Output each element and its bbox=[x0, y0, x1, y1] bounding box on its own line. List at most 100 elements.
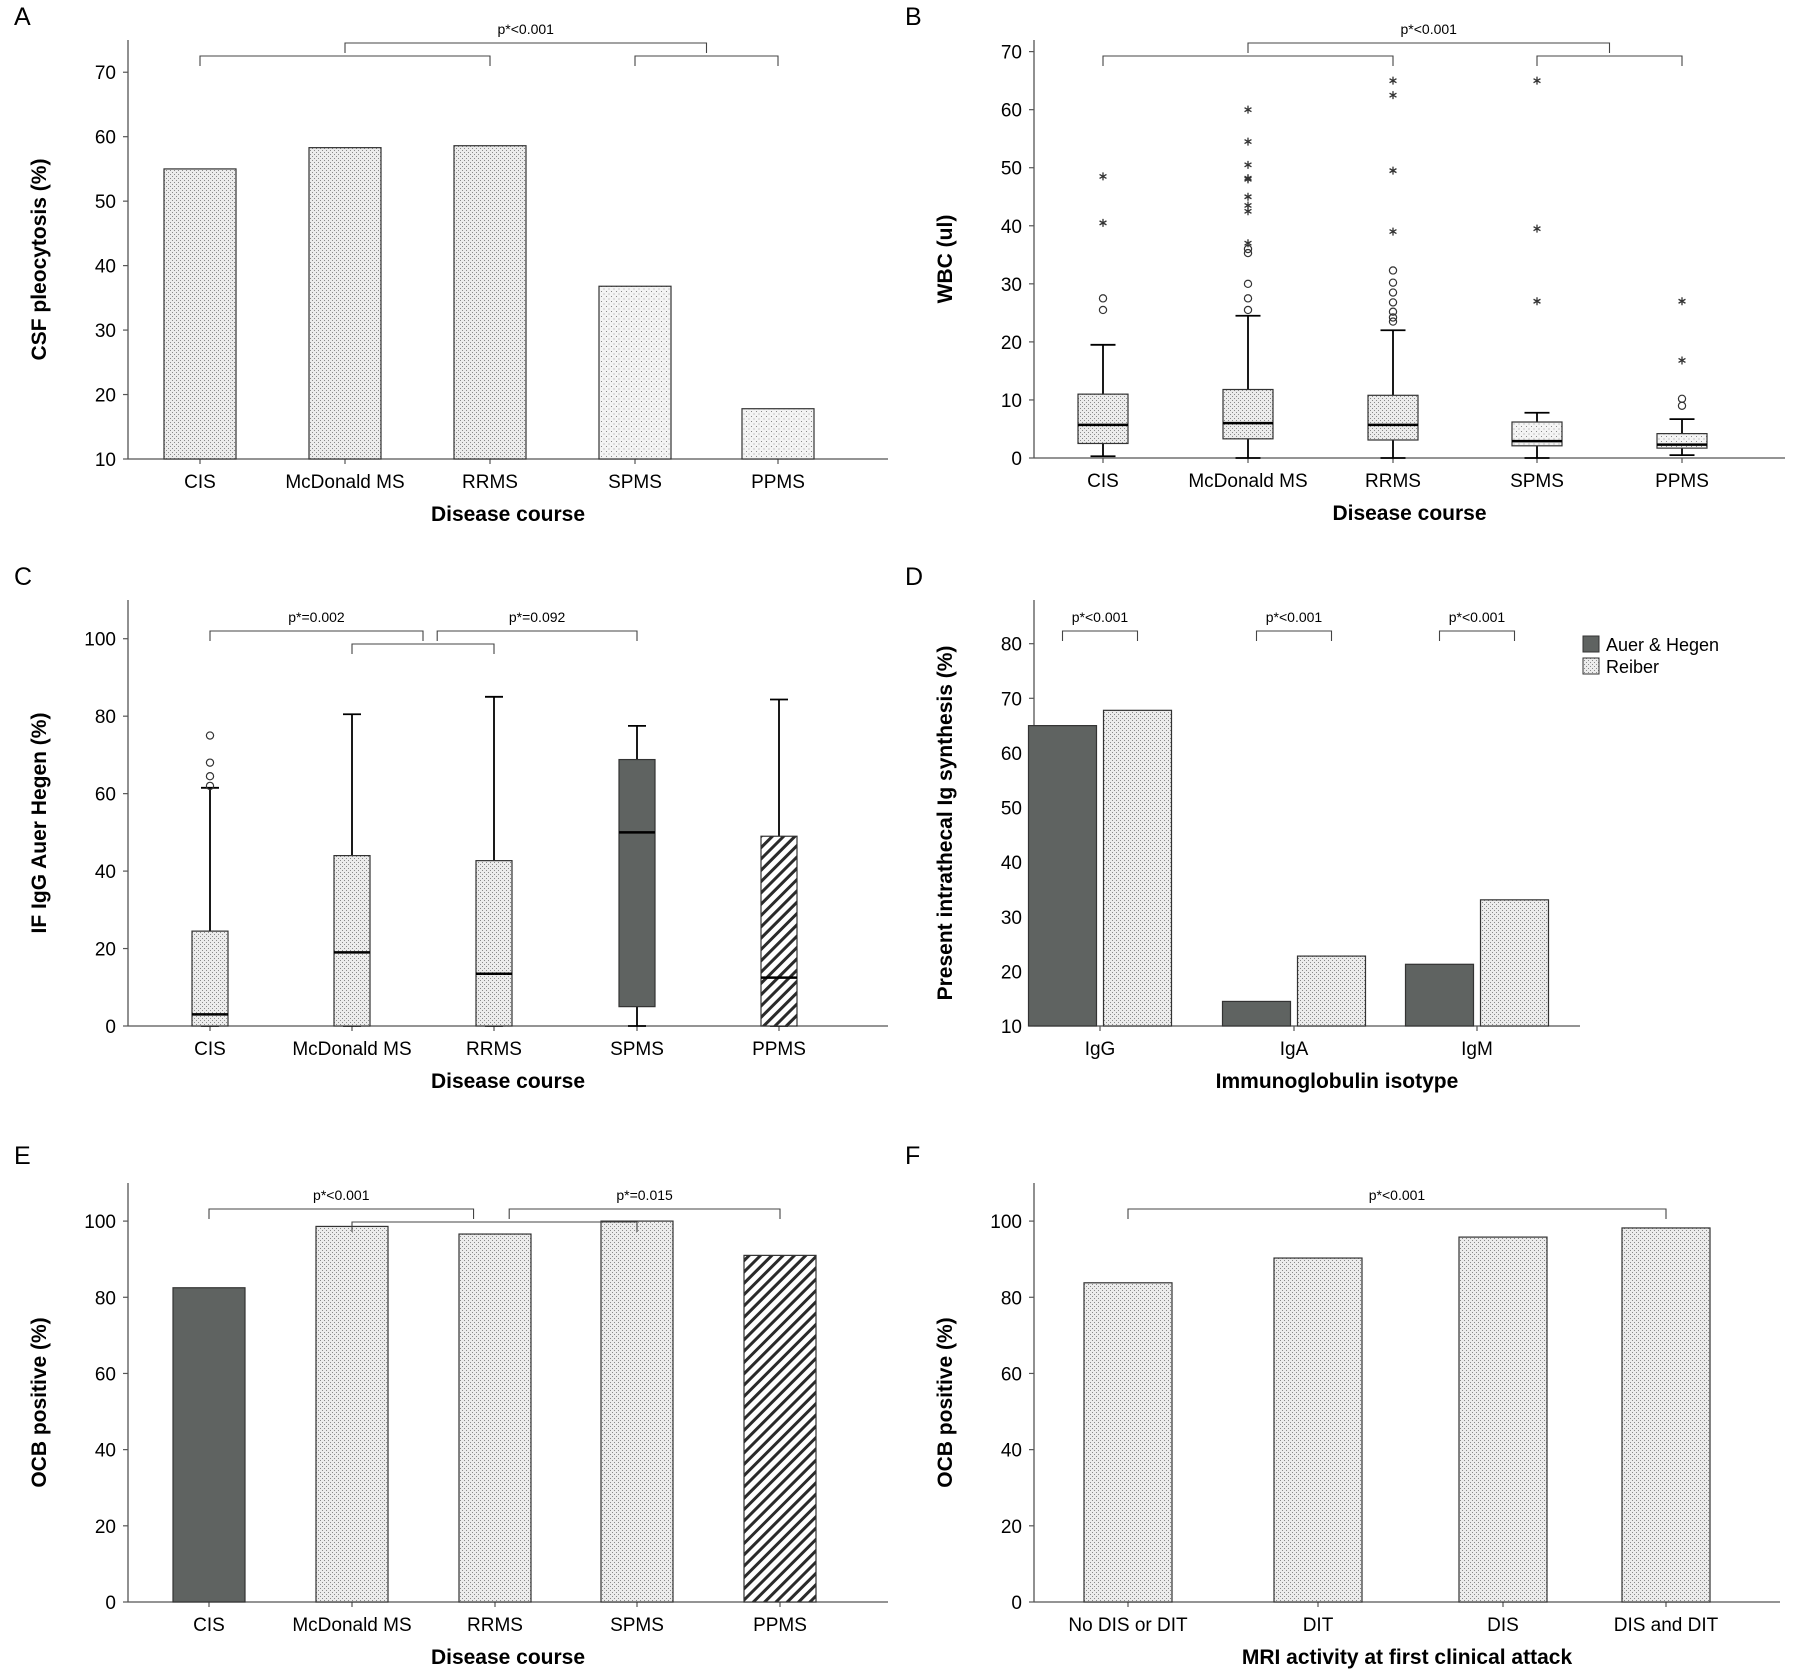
x-tick-label: IgG bbox=[1085, 1039, 1116, 1060]
x-tick-label: PPMS bbox=[751, 472, 805, 493]
y-tick-label: 40 bbox=[95, 1441, 116, 1462]
y-tick-label: 40 bbox=[1001, 1441, 1022, 1462]
bar bbox=[1027, 725, 1098, 1027]
y-tick-label: 20 bbox=[95, 386, 116, 407]
box-iqr bbox=[1656, 433, 1708, 449]
bar bbox=[1221, 1000, 1292, 1027]
y-axis-title: Present intrathecal Ig synthesis (%) bbox=[934, 646, 957, 1001]
bar bbox=[172, 1287, 246, 1603]
significance-bracket bbox=[634, 55, 779, 66]
extreme-point bbox=[1244, 174, 1252, 183]
significance-bracket bbox=[436, 630, 638, 641]
significance-bracket bbox=[344, 42, 708, 53]
x-tick-label: DIS and DIT bbox=[1614, 1615, 1719, 1636]
x-tick-label: PPMS bbox=[752, 1039, 806, 1060]
outlier-point bbox=[1677, 401, 1687, 410]
y-tick-label: 100 bbox=[84, 1212, 116, 1233]
panel-letter: F bbox=[905, 1142, 920, 1170]
y-tick-label: 0 bbox=[1011, 1593, 1022, 1614]
outlier-point bbox=[1243, 279, 1253, 289]
bar bbox=[1404, 963, 1475, 1027]
outlier-point bbox=[1388, 307, 1398, 316]
x-axis-title: MRI activity at first clinical attack bbox=[1242, 1646, 1573, 1669]
panel-b: B 0 10 20 30 40 50 60 70 CIS McDonald MS RRMS SPMS PP… bbox=[905, 3, 1785, 525]
extreme-point bbox=[1678, 297, 1686, 306]
y-tick-label: 80 bbox=[1001, 635, 1022, 656]
x-tick-label: PPMS bbox=[1655, 471, 1709, 492]
y-tick-label: 50 bbox=[1001, 159, 1022, 180]
significance-bracket bbox=[1247, 42, 1611, 53]
x-tick-label: CIS bbox=[1087, 471, 1119, 492]
box-3 bbox=[1511, 76, 1563, 459]
extreme-point bbox=[1533, 76, 1541, 85]
bar bbox=[598, 285, 672, 460]
panel-c: C 0 20 40 60 80 100 CIS McDonald MS RRMS SPMS PPMS D… bbox=[14, 563, 888, 1093]
bar bbox=[741, 408, 815, 460]
outlier-point bbox=[1388, 298, 1398, 307]
y-tick-label: 20 bbox=[95, 940, 116, 961]
outlier-point bbox=[205, 781, 215, 791]
p-value-label: p*=0.002 bbox=[288, 609, 345, 625]
significance-bracket bbox=[1255, 630, 1333, 641]
x-tick-label: IgA bbox=[1280, 1039, 1309, 1060]
box-2 bbox=[1367, 76, 1419, 459]
extreme-point bbox=[1389, 166, 1397, 175]
outlier-point bbox=[205, 758, 215, 767]
bar bbox=[458, 1233, 532, 1603]
bar bbox=[1102, 709, 1173, 1027]
x-tick-label: DIS bbox=[1487, 1615, 1519, 1636]
p-value-label: p*=0.015 bbox=[616, 1187, 673, 1203]
x-tick-label: SPMS bbox=[610, 1039, 664, 1060]
significance-bracket bbox=[508, 1208, 781, 1219]
x-axis-title: Disease course bbox=[431, 503, 585, 526]
bar bbox=[453, 145, 527, 460]
y-axis-title: IF IgG Auer Hegen (%) bbox=[28, 713, 51, 934]
y-tick-label: 100 bbox=[990, 1212, 1022, 1233]
x-axis-title: Disease course bbox=[431, 1646, 585, 1669]
box-0 bbox=[1077, 172, 1129, 458]
outlier-point bbox=[1388, 288, 1398, 297]
x-tick-label: McDonald MS bbox=[1188, 471, 1307, 492]
panel-e: E 0 20 40 60 80 100 CIS McDonald MS RRMS SPMS PPMS D… bbox=[14, 1142, 888, 1669]
box-0 bbox=[191, 731, 229, 1027]
outlier-point bbox=[1098, 305, 1108, 315]
y-axis-title: CSF pleocytosis (%) bbox=[28, 159, 51, 361]
y-tick-label: 60 bbox=[1001, 101, 1022, 122]
y-tick-label: 0 bbox=[105, 1593, 116, 1614]
y-tick-label: 20 bbox=[1001, 1517, 1022, 1538]
y-tick-label: 30 bbox=[1001, 908, 1022, 929]
legend-entry: Reiber bbox=[1606, 657, 1659, 677]
x-tick-label: RRMS bbox=[467, 1615, 523, 1636]
significance-bracket bbox=[1127, 1208, 1667, 1219]
y-tick-label: 40 bbox=[1001, 853, 1022, 874]
outlier-point bbox=[1243, 248, 1253, 258]
outlier-point bbox=[1388, 266, 1398, 275]
x-tick-label: RRMS bbox=[1365, 471, 1421, 492]
p-value-label: p*=0.092 bbox=[509, 609, 566, 625]
box-4 bbox=[760, 698, 798, 1027]
bar bbox=[1458, 1236, 1548, 1603]
extreme-point bbox=[1244, 239, 1252, 248]
extreme-point bbox=[1099, 172, 1107, 181]
extreme-point bbox=[1533, 297, 1541, 306]
x-tick-label: No DIS or DIT bbox=[1068, 1615, 1188, 1636]
y-tick-label: 50 bbox=[95, 192, 116, 213]
box-iqr bbox=[191, 930, 229, 1027]
outlier-point bbox=[1098, 294, 1108, 303]
bar bbox=[1479, 899, 1550, 1027]
x-tick-label: McDonald MS bbox=[292, 1615, 411, 1636]
panel-letter: D bbox=[905, 563, 923, 591]
x-tick-label: McDonald MS bbox=[285, 472, 404, 493]
outlier-point bbox=[1677, 394, 1687, 403]
outlier-point bbox=[1243, 294, 1253, 303]
panel-letter: A bbox=[14, 3, 31, 31]
significance-bracket bbox=[1102, 55, 1394, 66]
extreme-point bbox=[1678, 356, 1686, 365]
x-tick-label: SPMS bbox=[610, 1615, 664, 1636]
legend-swatch bbox=[1582, 635, 1600, 653]
legend-swatch bbox=[1582, 657, 1600, 675]
bar bbox=[1273, 1257, 1363, 1603]
y-tick-label: 0 bbox=[105, 1017, 116, 1038]
